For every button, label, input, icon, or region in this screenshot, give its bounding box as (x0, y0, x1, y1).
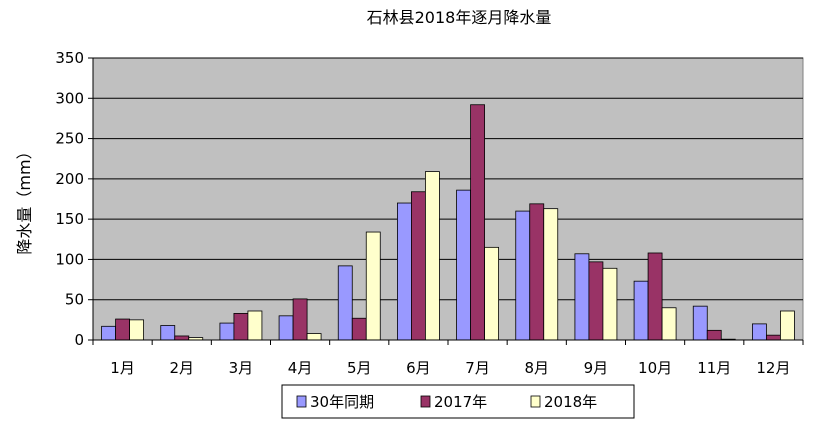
legend-swatch (530, 395, 541, 408)
bar-2-4 (292, 298, 308, 341)
x-tick-label: 5月 (347, 359, 372, 377)
bar-3-12 (780, 310, 795, 341)
legend-box (281, 384, 635, 419)
x-tick-label: 3月 (229, 359, 254, 377)
x-tick-label: 4月 (288, 359, 313, 377)
bar-1-5 (337, 265, 353, 341)
x-tick-label: 10月 (638, 359, 672, 377)
bar-2-8 (529, 203, 545, 341)
bar-3-9 (602, 267, 618, 341)
bar-1-8 (515, 210, 531, 341)
y-axis-label: 降水量（mm） (15, 143, 34, 254)
y-tick-label: 0 (74, 331, 84, 349)
bar-3-6 (425, 171, 440, 341)
gridlines (93, 57, 803, 301)
bar-2-7 (470, 104, 485, 341)
bar-3-1 (129, 319, 144, 341)
legend-label: 30年同期 (310, 393, 374, 411)
bar-3-8 (543, 208, 559, 341)
bar-1-9 (574, 253, 590, 341)
bar-1-12 (752, 323, 767, 341)
bar-1-2 (160, 325, 176, 341)
bar-3-5 (365, 231, 381, 341)
y-tick-label: 200 (55, 170, 84, 188)
x-tick-label: 12月 (756, 359, 790, 377)
x-tick-label: 7月 (465, 359, 490, 377)
bar-1-4 (278, 315, 294, 341)
x-axis-ticks: 1月 2月 3月 4月 5月 6月 7月 8月 9月 10月 11月 12月 (92, 340, 804, 377)
bar-1-6 (397, 202, 412, 341)
y-tick-label: 250 (55, 130, 84, 148)
y-tick-label: 300 (55, 89, 84, 107)
bar-1-11 (692, 305, 708, 341)
x-tick-label: 1月 (110, 359, 135, 377)
x-tick-label: 2月 (169, 359, 194, 377)
y-axis-ticks: 0 50 100 150 200 250 300 350 (55, 49, 93, 349)
bar-3-3 (247, 310, 263, 341)
plot-area (92, 57, 804, 341)
legend-label: 2017年 (434, 393, 487, 411)
legend-swatch (296, 395, 307, 408)
bar-2-10 (647, 252, 663, 341)
bar-2-2 (174, 335, 190, 341)
bar-2-5 (351, 317, 367, 341)
bar-3-4 (306, 333, 322, 341)
x-tick-label: 11月 (697, 359, 731, 377)
y-tick-label: 100 (55, 250, 84, 268)
y-tick-label: 50 (65, 291, 84, 309)
bar-2-9 (588, 261, 604, 341)
bar-2-11 (706, 329, 722, 341)
bar-2-1 (115, 318, 130, 341)
bar-1-1 (101, 325, 116, 341)
bar-2-6 (411, 191, 426, 341)
bar-3-7 (484, 246, 499, 341)
x-tick-label: 8月 (524, 359, 549, 377)
y-tick-label: 350 (55, 49, 84, 67)
bar-1-3 (219, 322, 235, 341)
legend-label: 2018年 (544, 393, 597, 411)
bar-3-10 (661, 307, 677, 341)
bar-2-12 (766, 334, 781, 341)
x-tick-label: 9月 (584, 359, 609, 377)
chart-title: 石林县2018年逐月降水量 (367, 8, 552, 27)
bar-2-3 (233, 313, 249, 341)
legend: 30年同期 2017年 2018年 (281, 384, 635, 419)
x-tick-label: 6月 (406, 359, 431, 377)
bar-1-7 (456, 189, 471, 341)
legend-swatch (420, 395, 431, 408)
y-tick-label: 150 (55, 210, 84, 228)
bars (101, 104, 795, 341)
bar-1-10 (633, 280, 649, 341)
